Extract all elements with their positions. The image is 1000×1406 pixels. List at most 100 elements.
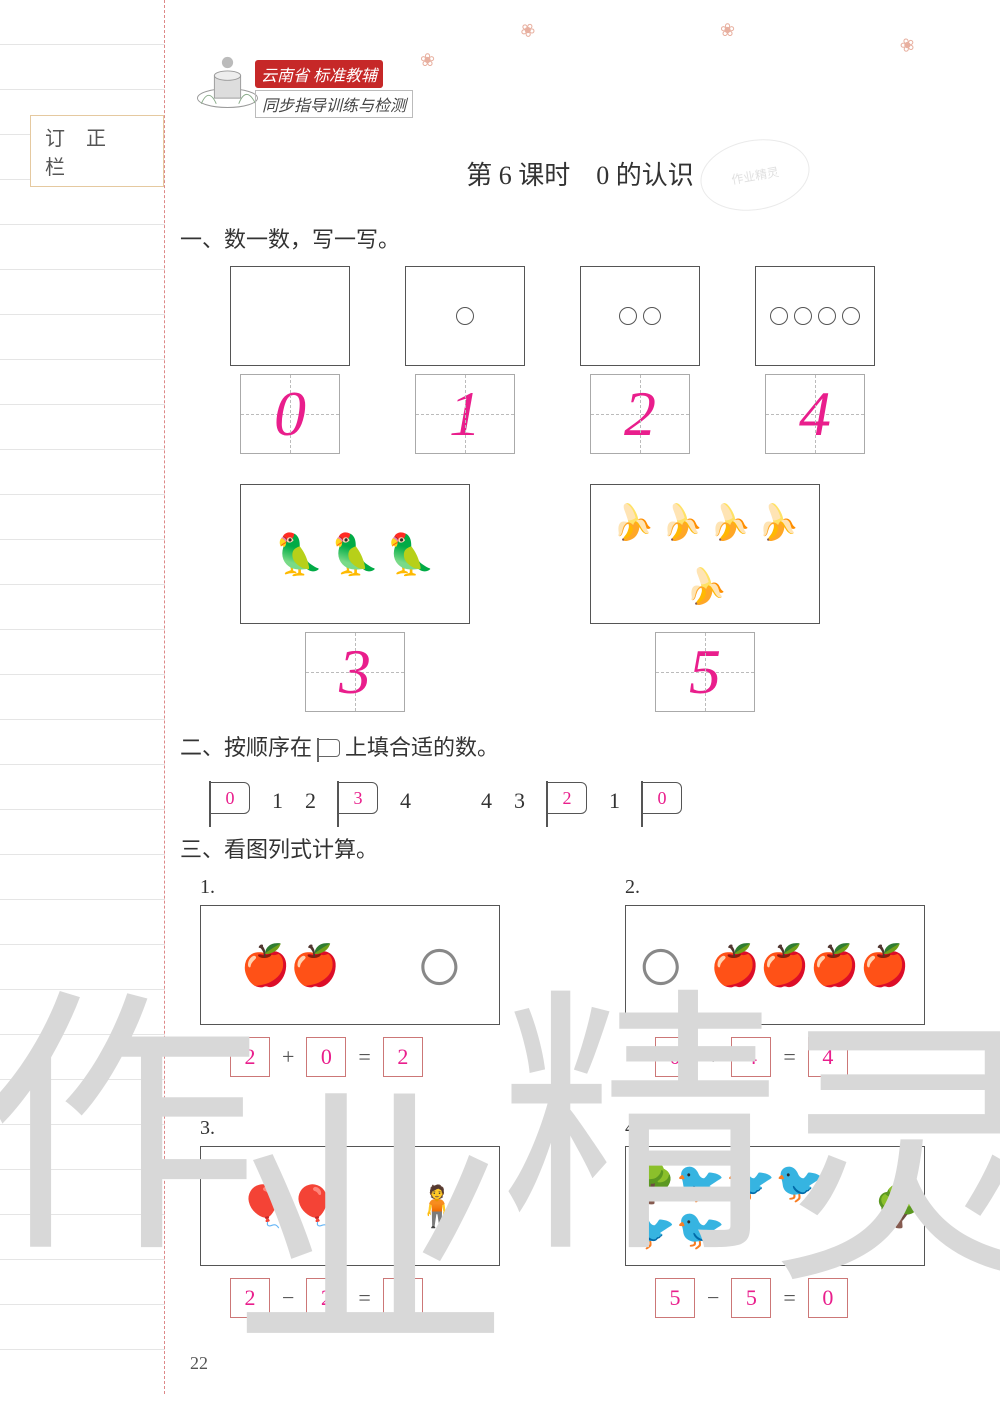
section3: 三、看图列式计算。 1.🍎🍎〇2+0=22.〇🍎🍎🍎🍎0+4=43.🎈🎈🧍2−2… <box>180 832 980 1318</box>
count-box <box>405 266 525 366</box>
circle-icon <box>770 307 788 325</box>
item-label: 2. <box>625 876 980 899</box>
picture-icon: 🧍 <box>412 1183 462 1230</box>
banana-icon: 🍌 <box>608 499 657 546</box>
answer-number: 5 <box>656 633 754 711</box>
number-write-cell[interactable]: 5 <box>655 632 755 712</box>
equation: 2+0=2 <box>230 1037 555 1077</box>
operator: − <box>707 1285 719 1311</box>
circle-icon <box>619 307 637 325</box>
leaf-icon: ❀ <box>420 50 435 71</box>
answer-stamp: 作业精灵 <box>695 131 815 219</box>
picture-icon: 〇 <box>641 936 681 994</box>
equation-box[interactable]: 2 <box>306 1278 346 1318</box>
equation-box[interactable]: 2 <box>230 1278 270 1318</box>
equation-box[interactable]: 0 <box>655 1037 695 1077</box>
number-write-cell[interactable]: 0 <box>240 374 340 454</box>
parrot-icon: 🦜 <box>330 531 380 578</box>
item-label: 3. <box>200 1117 555 1140</box>
picture-box: 🎈🎈 🧍 <box>200 1146 500 1266</box>
flag-answer[interactable]: 0 <box>210 782 250 814</box>
equation-box[interactable]: 5 <box>655 1278 695 1318</box>
banana-icon: 🍌 <box>753 499 802 546</box>
stump-illustration <box>190 40 265 115</box>
equation-box[interactable]: 5 <box>731 1278 771 1318</box>
flag-answer[interactable]: 0 <box>642 782 682 814</box>
brand-subtitle: 同步指导训练与检测 <box>255 90 413 118</box>
sequence-number: 4 <box>400 788 411 814</box>
equation-box[interactable]: 4 <box>731 1037 771 1077</box>
answer-number: 1 <box>416 375 514 453</box>
banana-icon: 🍌 <box>681 563 730 610</box>
count-group: 🍌🍌🍌🍌🍌 5 <box>590 484 820 712</box>
picture-icon: 🎈🎈 <box>238 1183 338 1230</box>
count-group: 0 <box>230 266 350 454</box>
section1-heading: 一、数一数，写一写。 <box>180 222 980 254</box>
equation: 0+4=4 <box>655 1037 980 1077</box>
count-group: 4 <box>755 266 875 454</box>
flag-answer[interactable]: 3 <box>338 782 378 814</box>
page-content: 云南省 标准教辅 同步指导训练与检测 ❀ ❀ ❀ ❀ 第 6 课时 0 的认识 … <box>180 0 980 1394</box>
picture-icon: 🌳 <box>874 1183 924 1230</box>
calc-item: 1.🍎🍎〇2+0=2 <box>200 876 555 1077</box>
circle-icon <box>643 307 661 325</box>
number-write-cell[interactable]: 3 <box>305 632 405 712</box>
count-group: 2 <box>580 266 700 454</box>
equation-box[interactable]: 4 <box>808 1037 848 1077</box>
count-box <box>230 266 350 366</box>
item-label: 4. <box>625 1117 980 1140</box>
count-group: 1 <box>405 266 525 454</box>
number-write-cell[interactable]: 2 <box>590 374 690 454</box>
equation-box[interactable]: 2 <box>230 1037 270 1077</box>
picture-icon: 🍎🍎🍎🍎 <box>710 942 909 989</box>
calc-item: 2.〇🍎🍎🍎🍎0+4=4 <box>625 876 980 1077</box>
sequence-number: 3 <box>514 788 525 814</box>
leaf-icon: ❀ <box>516 18 540 44</box>
circle-icon <box>818 307 836 325</box>
count-box <box>580 266 700 366</box>
calc-item: 4. 🌳🐦🐦🐦🐦🐦🌳 5−5 = 0 <box>625 1117 980 1318</box>
answer-number: 0 <box>241 375 339 453</box>
operator: − <box>282 1285 294 1311</box>
section2-heading: 二、按顺序在 上填合适的数。 <box>180 730 980 762</box>
equation: 2−2 = 0 <box>230 1278 555 1318</box>
sequence-number: 2 <box>305 788 316 814</box>
equation-box[interactable]: 0 <box>383 1278 423 1318</box>
sequence-number: 1 <box>609 788 620 814</box>
answer-number: 3 <box>306 633 404 711</box>
number-write-cell[interactable]: 4 <box>765 374 865 454</box>
leaf-icon: ❀ <box>720 20 735 41</box>
circle-icon <box>842 307 860 325</box>
banana-icon: 🍌 <box>657 499 706 546</box>
picture-box: 🌳🐦🐦🐦🐦🐦🌳 <box>625 1146 925 1266</box>
sequence-number: 4 <box>481 788 492 814</box>
number-write-cell[interactable]: 1 <box>415 374 515 454</box>
item-label: 1. <box>200 876 555 899</box>
parrot-icon: 🦜 <box>386 531 436 578</box>
brand-bar: 云南省 标准教辅 <box>255 60 383 88</box>
image-box: 🍌🍌🍌🍌🍌 <box>590 484 820 624</box>
lesson-title-text: 第 6 课时 0 的认识 <box>466 161 694 190</box>
count-box <box>755 266 875 366</box>
equation-box[interactable]: 0 <box>306 1037 346 1077</box>
circle-icon <box>794 307 812 325</box>
leaf-icon: ❀ <box>897 33 918 58</box>
page-number: 22 <box>190 1353 208 1374</box>
equation-box[interactable]: 2 <box>383 1037 423 1077</box>
q2-row: 01234 43210 <box>210 782 980 814</box>
equation-box[interactable]: 0 <box>808 1278 848 1318</box>
header-decoration: 云南省 标准教辅 同步指导训练与检测 ❀ ❀ ❀ ❀ <box>180 0 980 135</box>
equals: = <box>358 1285 370 1311</box>
brand-block: 云南省 标准教辅 同步指导训练与检测 <box>255 60 413 118</box>
operator: + <box>707 1044 719 1070</box>
equals: = <box>358 1044 370 1070</box>
flag-answer[interactable]: 2 <box>547 782 587 814</box>
flag-icon <box>318 739 340 757</box>
q1-row1: 0124 <box>230 266 980 454</box>
calc-item: 3. 🎈🎈 🧍 2−2 = 0 <box>200 1117 555 1318</box>
answer-number: 2 <box>591 375 689 453</box>
sequence-right: 43210 <box>481 782 682 814</box>
equals: = <box>783 1285 795 1311</box>
picture-icon: 🍎🍎 <box>241 942 341 989</box>
section3-heading: 三、看图列式计算。 <box>180 832 980 864</box>
